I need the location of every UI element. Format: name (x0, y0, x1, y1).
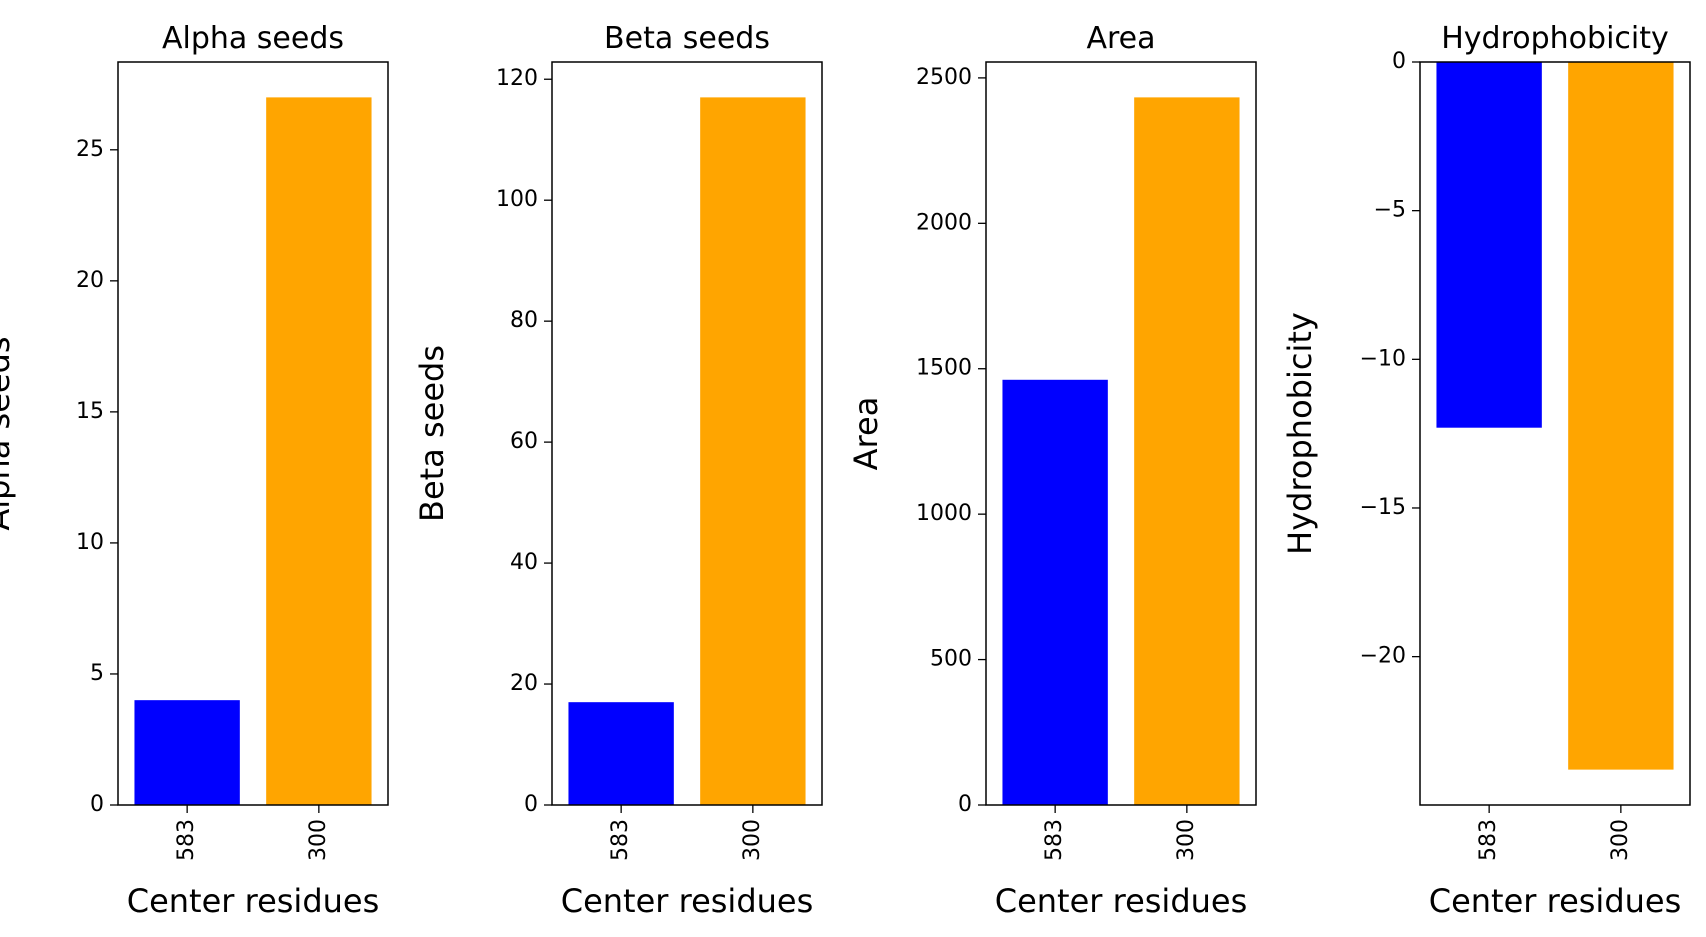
x-tick-label: 583 (1476, 819, 1501, 861)
y-axis-label: Beta seeds (413, 345, 451, 522)
chart-panel-3: 583 300 0 500 1000 1500 2000 2500 Area Center res… (847, 21, 1257, 920)
y-tick-label: 0 (90, 792, 104, 817)
x-tick-label: 300 (1174, 819, 1199, 861)
x-axis-label: Center residues (561, 882, 814, 920)
bar-300 (1568, 62, 1674, 770)
y-tick-label: 80 (510, 308, 538, 333)
y-tick-label: 60 (510, 429, 538, 454)
axes-frame (985, 61, 1257, 806)
x-tick-label: 583 (608, 819, 633, 861)
y-tick-label: 1000 (916, 501, 972, 526)
x-axis-label: Center residues (1429, 882, 1682, 920)
bar-583 (1436, 62, 1542, 428)
y-tick-label: −10 (1360, 346, 1406, 371)
axes-frame (551, 61, 823, 806)
y-axis-label: Hydrophobicity (1281, 312, 1319, 555)
y-tick-label: 2500 (916, 65, 972, 90)
y-axis-label: Area (847, 397, 885, 471)
chart-title: Alpha seeds (162, 21, 344, 56)
chart-panel-1: 583 300 0 5 10 15 20 25 Alpha seeds Center residu… (0, 21, 389, 920)
chart-title: Beta seeds (604, 21, 770, 56)
y-tick-label: 2000 (916, 210, 972, 235)
x-tick-label: 583 (1042, 819, 1067, 861)
bar-583 (1002, 379, 1108, 805)
y-axis-label: Alpha seeds (0, 336, 17, 530)
bar-300 (700, 97, 806, 805)
y-tick-label: −20 (1360, 644, 1406, 669)
chart-title: Hydrophobicity (1441, 21, 1669, 56)
y-tick-label: 120 (496, 66, 538, 91)
y-tick-label: 10 (76, 530, 104, 555)
y-tick-label: 20 (510, 671, 538, 696)
bar-583 (568, 702, 674, 805)
y-tick-label: 100 (496, 187, 538, 212)
y-tick-label: 0 (524, 792, 538, 817)
chart-panel-2: 583 300 0 20 40 60 80 100 120 Beta seeds Center re… (413, 21, 823, 920)
y-tick-label: 1500 (916, 356, 972, 381)
y-tick-label: 5 (90, 661, 104, 686)
axes-frame (117, 61, 389, 806)
chart-title: Area (1086, 21, 1155, 56)
chart-panel-4: 583 300 0 −5 −10 −15 −20 Hydrophobicity Center r… (1281, 21, 1691, 920)
y-tick-label: −5 (1374, 198, 1406, 223)
y-tick-label: 15 (76, 399, 104, 424)
y-tick-label: 25 (76, 137, 104, 162)
y-tick-label: 500 (930, 647, 972, 672)
y-tick-label: 0 (1392, 49, 1406, 74)
x-tick-label: 583 (174, 819, 199, 861)
y-tick-label: 20 (76, 268, 104, 293)
axes-frame (1419, 61, 1691, 806)
x-axis-label: Center residues (127, 882, 380, 920)
bar-300 (266, 97, 372, 805)
y-tick-label: 0 (958, 792, 972, 817)
x-axis-label: Center residues (995, 882, 1248, 920)
x-tick-label: 300 (1608, 819, 1633, 861)
bar-300 (1134, 97, 1240, 805)
y-tick-label: −15 (1360, 495, 1406, 520)
x-tick-label: 300 (306, 819, 331, 861)
x-tick-label: 300 (740, 819, 765, 861)
bar-583 (134, 700, 240, 805)
y-tick-label: 40 (510, 550, 538, 575)
